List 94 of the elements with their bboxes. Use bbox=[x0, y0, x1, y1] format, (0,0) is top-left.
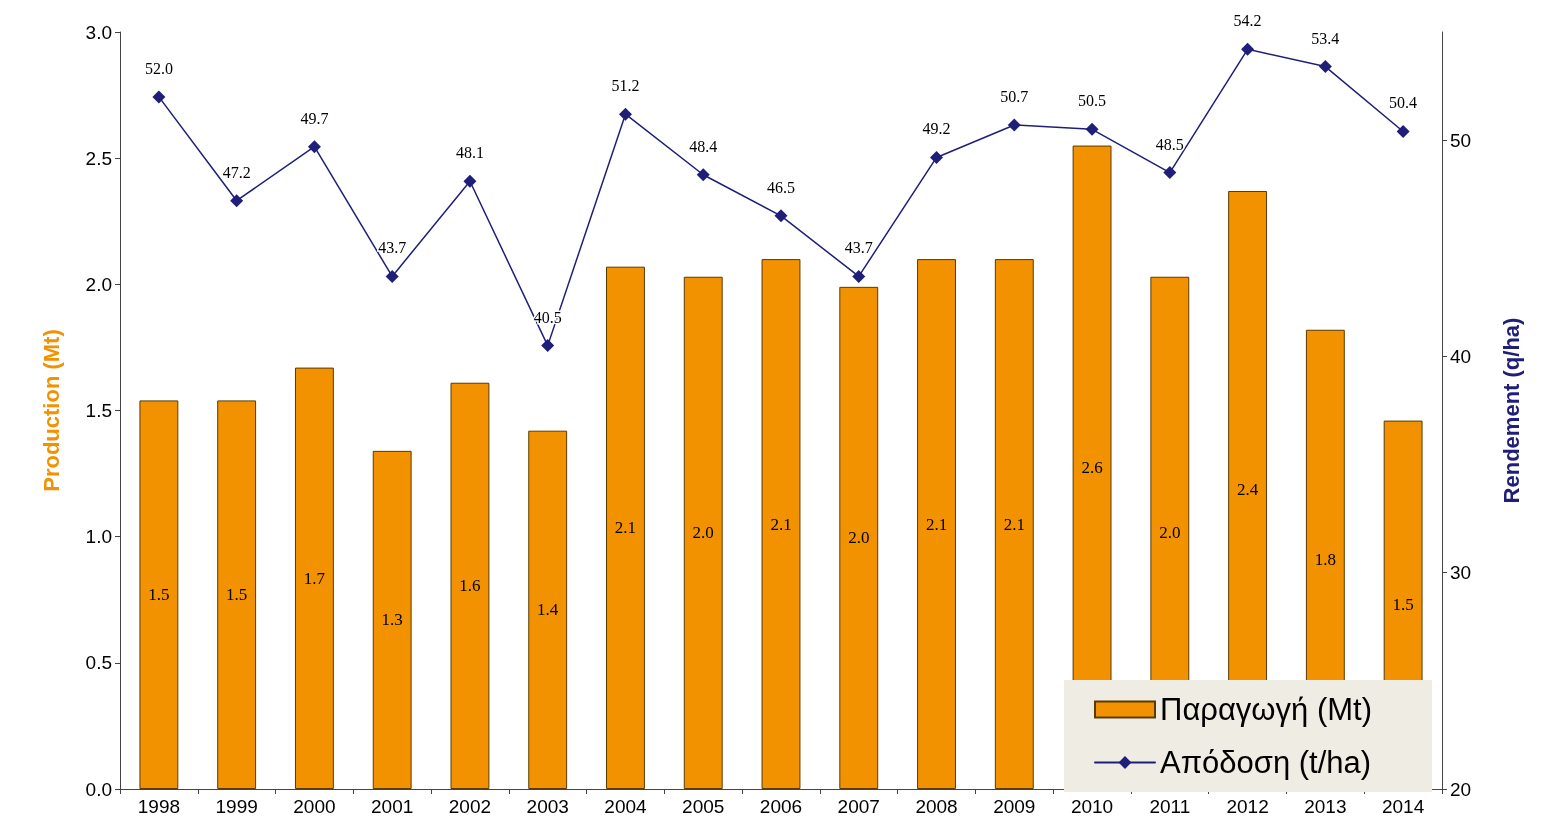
bar bbox=[372, 450, 412, 789]
data-label: 2.4 bbox=[1236, 480, 1259, 500]
data-label: 2.0 bbox=[1159, 523, 1181, 543]
x-tick-label: 2000 bbox=[293, 796, 336, 817]
point bbox=[930, 150, 944, 164]
data-label: 46.5 bbox=[767, 178, 795, 196]
y-axis-title: Production (Mt) bbox=[38, 329, 64, 492]
y-tick-label: 1.0 bbox=[85, 526, 112, 548]
data-label: 1.6 bbox=[459, 576, 481, 596]
x-tick-label: 2005 bbox=[682, 796, 725, 817]
data-label: 2.0 bbox=[848, 528, 870, 548]
data-label: 50.5 bbox=[1078, 92, 1107, 110]
point bbox=[152, 90, 166, 104]
data-label: 1.7 bbox=[303, 568, 326, 588]
x-tick-label: 2003 bbox=[526, 796, 569, 817]
x-tick-label: 2002 bbox=[448, 796, 492, 817]
y2-tick-label: 20 bbox=[1450, 778, 1472, 800]
data-label: 51.2 bbox=[611, 77, 640, 95]
point bbox=[1163, 166, 1177, 180]
data-label: 1.8 bbox=[1314, 549, 1336, 569]
data-label: 2.1 bbox=[614, 518, 637, 538]
bar bbox=[139, 400, 179, 789]
data-label: 49.2 bbox=[922, 120, 951, 138]
bar bbox=[528, 430, 568, 789]
x-tick-label: 2006 bbox=[759, 796, 803, 817]
bar bbox=[450, 382, 490, 789]
point bbox=[1318, 60, 1332, 74]
y2-tick-label: 30 bbox=[1450, 562, 1472, 584]
x-tick-label: 2012 bbox=[1226, 796, 1269, 817]
y-tick-label: 2.0 bbox=[85, 273, 112, 295]
y-tick-label: 0.5 bbox=[85, 652, 112, 674]
point bbox=[541, 339, 555, 353]
point bbox=[385, 269, 399, 283]
legend-label: Απόδοση (t/ha) bbox=[1160, 745, 1372, 780]
bar bbox=[994, 259, 1034, 789]
x-tick-label: 2013 bbox=[1304, 796, 1347, 817]
data-label: 48.5 bbox=[1155, 135, 1184, 153]
data-label: 53.4 bbox=[1311, 29, 1340, 47]
point bbox=[696, 168, 710, 182]
bar bbox=[683, 276, 723, 789]
point bbox=[774, 209, 788, 223]
bar bbox=[917, 259, 956, 789]
y2-axis-title: Rendement (q/ha) bbox=[1498, 317, 1524, 504]
y-tick-label: 0.0 bbox=[85, 778, 112, 800]
point bbox=[1241, 42, 1255, 56]
data-label: 1.4 bbox=[537, 600, 559, 620]
x-tick-label: 1998 bbox=[137, 796, 181, 817]
y-tick-label: 3.0 bbox=[85, 21, 112, 43]
x-tick-label: 2008 bbox=[915, 796, 958, 817]
x-tick-label: 1999 bbox=[215, 796, 258, 817]
data-label: 47.2 bbox=[222, 163, 251, 181]
data-label: 1.5 bbox=[148, 585, 170, 605]
data-label: 2.0 bbox=[692, 523, 714, 543]
data-label: 50.4 bbox=[1389, 94, 1418, 112]
data-label: 1.3 bbox=[381, 610, 403, 630]
bar bbox=[217, 400, 257, 789]
data-label: 48.4 bbox=[689, 137, 718, 155]
point bbox=[618, 107, 632, 121]
x-tick-label: 2009 bbox=[993, 796, 1036, 817]
x-tick-label: 2011 bbox=[1149, 796, 1191, 817]
bar bbox=[761, 259, 801, 789]
bar bbox=[606, 266, 645, 789]
data-label: 43.7 bbox=[378, 239, 407, 257]
point bbox=[230, 194, 244, 208]
y-tick-label: 2.5 bbox=[85, 147, 112, 169]
bar bbox=[294, 367, 334, 789]
data-label: 48.1 bbox=[455, 144, 484, 162]
data-label: 43.7 bbox=[844, 239, 873, 257]
x-tick-label: 2010 bbox=[1070, 796, 1114, 817]
point bbox=[1007, 118, 1021, 132]
x-tick-label: 2007 bbox=[837, 796, 880, 817]
x-tick-label: 2001 bbox=[371, 796, 414, 817]
data-label: 1.5 bbox=[1392, 595, 1414, 615]
point bbox=[1396, 124, 1410, 138]
data-label: 1.5 bbox=[226, 585, 248, 605]
point bbox=[463, 174, 477, 188]
point bbox=[852, 269, 866, 283]
data-label: 54.2 bbox=[1233, 12, 1262, 30]
data-label: 50.7 bbox=[1000, 88, 1029, 105]
data-label: 2.1 bbox=[925, 514, 948, 534]
y2-tick-label: 40 bbox=[1450, 345, 1472, 367]
data-label: 2.1 bbox=[770, 514, 792, 534]
x-tick-label: 2004 bbox=[604, 796, 648, 817]
point bbox=[307, 140, 321, 154]
y-tick-label: 1.5 bbox=[85, 400, 112, 421]
y2-tick-label: 50 bbox=[1450, 129, 1472, 151]
data-label: 2.1 bbox=[1003, 514, 1025, 534]
x-tick-label: 2014 bbox=[1381, 796, 1425, 817]
data-label: 2.6 bbox=[1081, 457, 1103, 477]
point bbox=[1085, 122, 1099, 136]
bar bbox=[839, 286, 879, 789]
data-label: 49.7 bbox=[300, 109, 329, 127]
legend-label: Παραγωγή (Mt) bbox=[1160, 692, 1373, 727]
data-label: 52.0 bbox=[144, 59, 173, 77]
